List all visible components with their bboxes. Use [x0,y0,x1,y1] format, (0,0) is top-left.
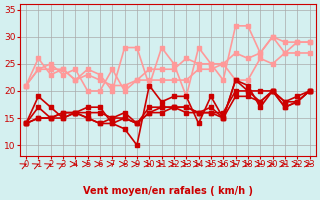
X-axis label: Vent moyen/en rafales ( km/h ): Vent moyen/en rafales ( km/h ) [83,186,253,196]
